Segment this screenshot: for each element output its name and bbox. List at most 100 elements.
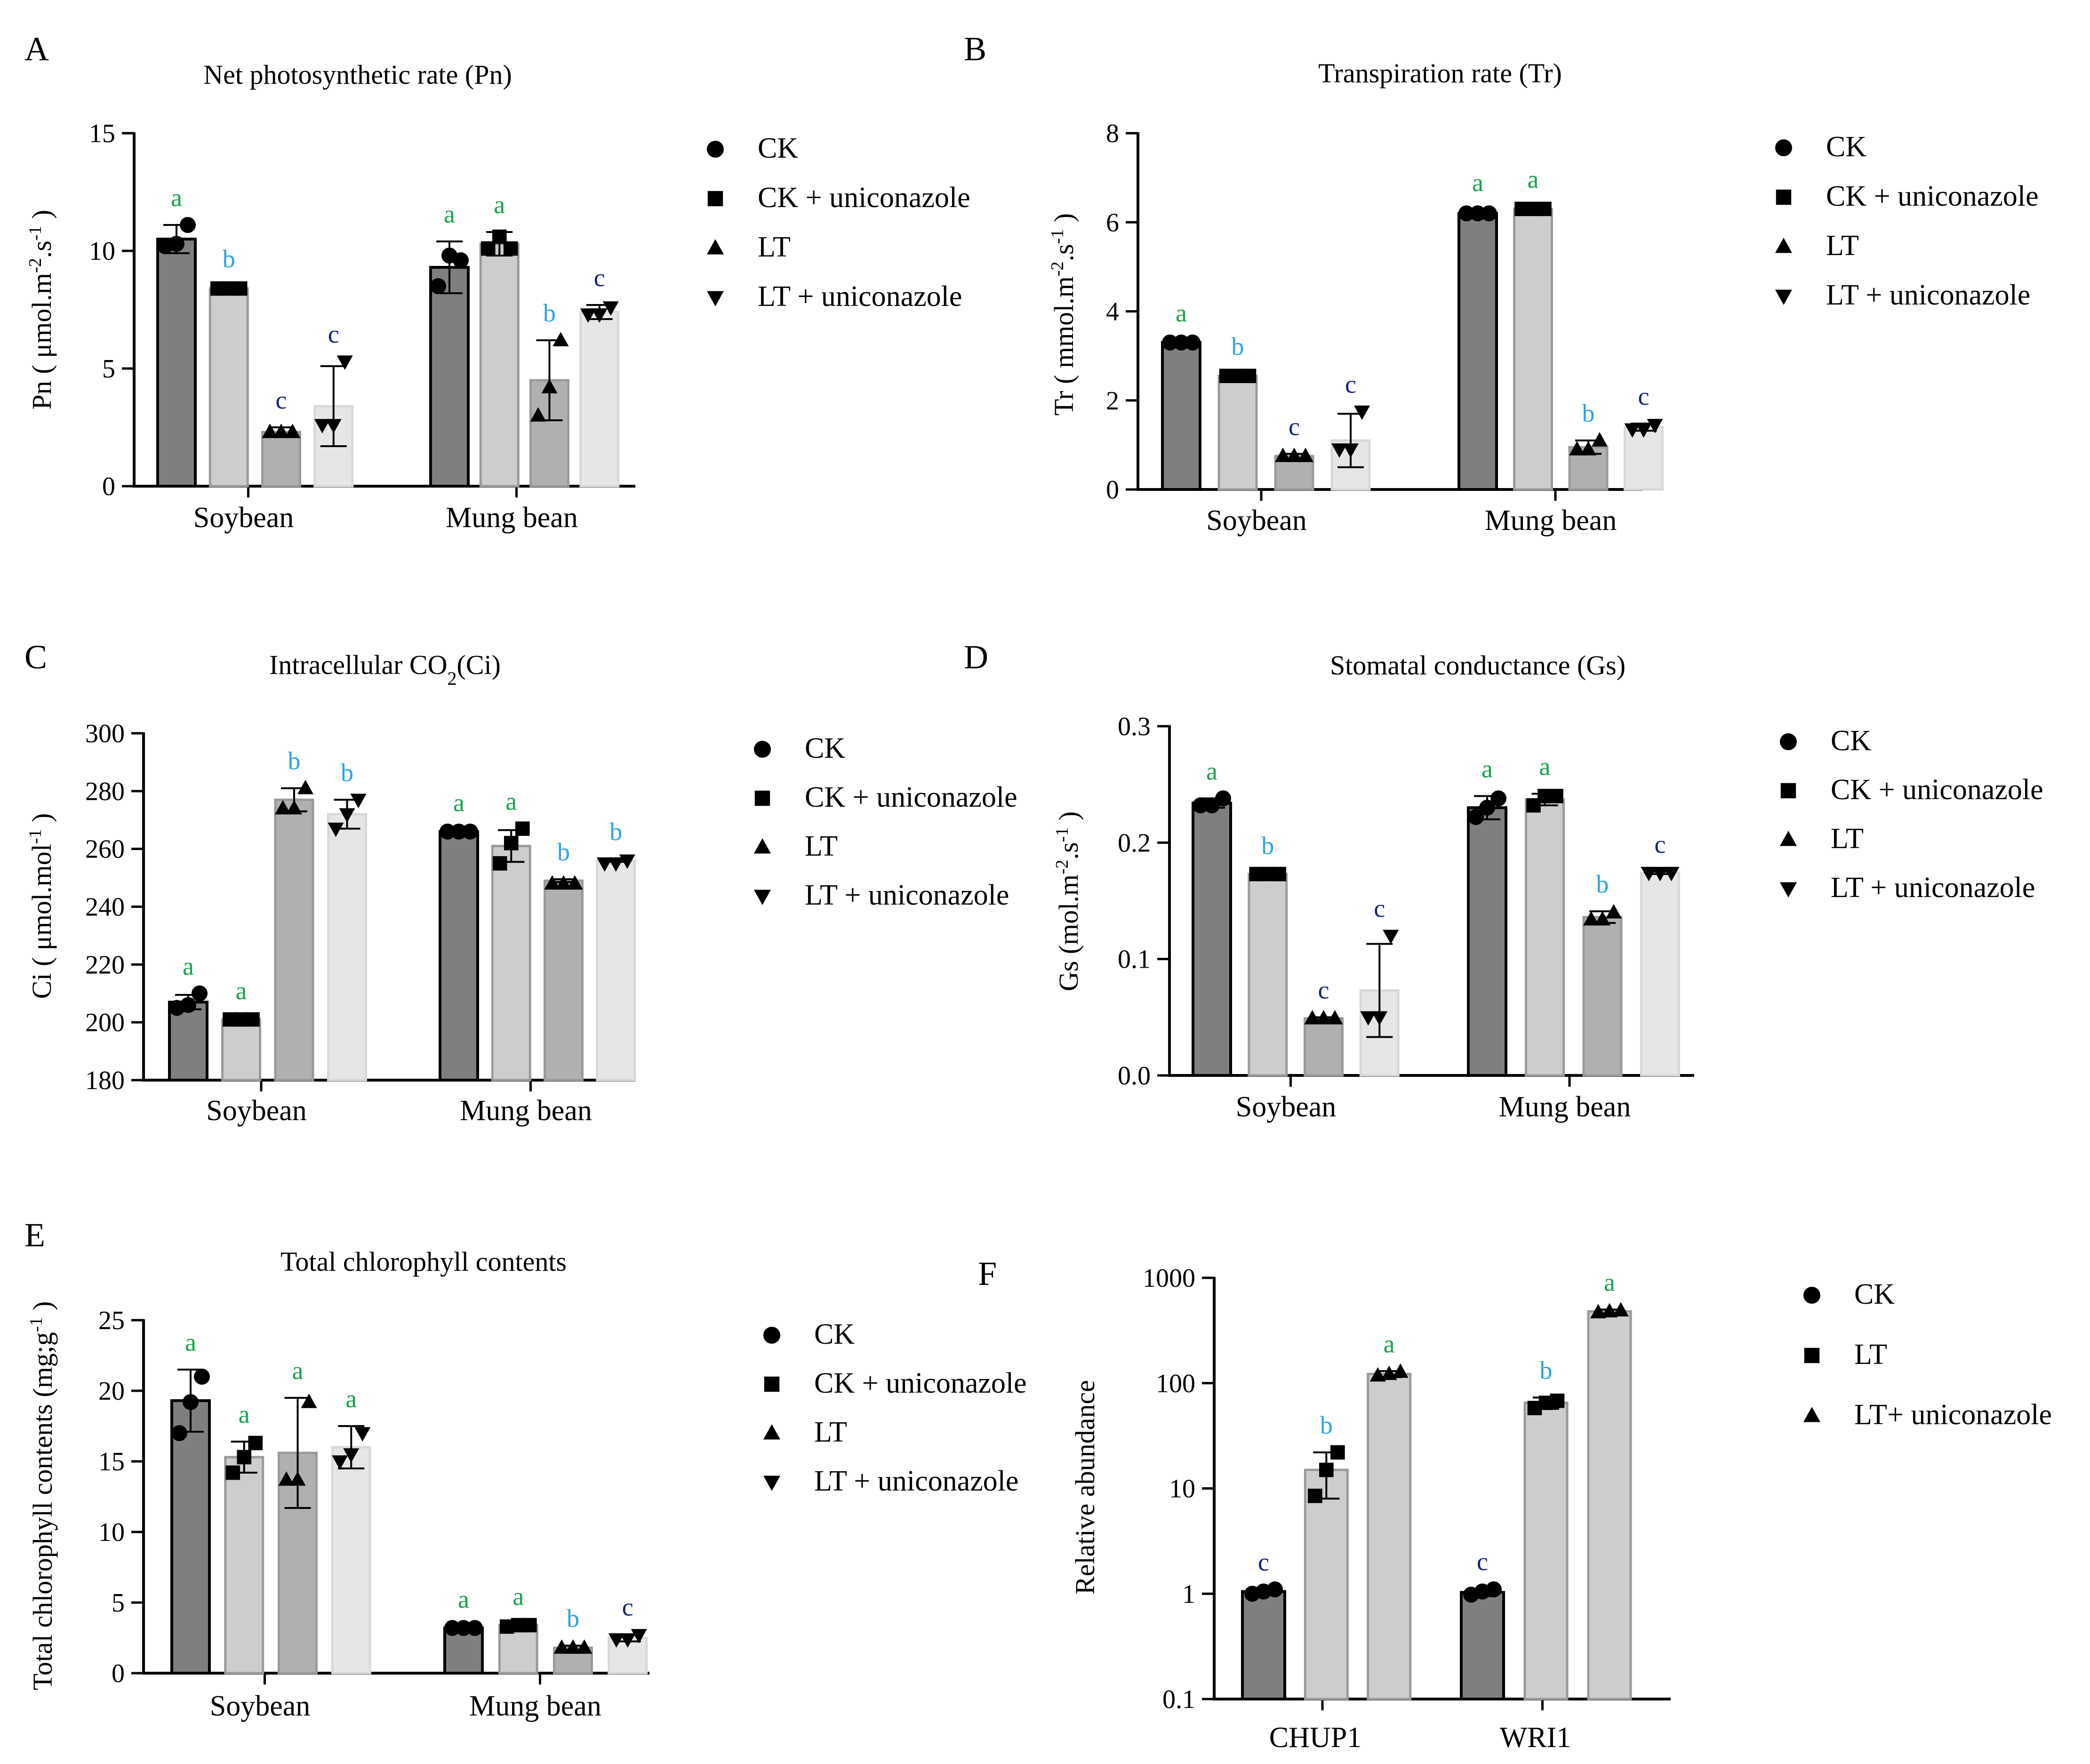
data-point [453, 252, 469, 268]
panel-label: B [964, 30, 986, 68]
significance-letter: c [1318, 976, 1329, 1004]
bar [1461, 1592, 1504, 1699]
legend-label: LT + uniconazole [805, 879, 1009, 911]
data-point [467, 1620, 483, 1636]
data-point [1308, 1489, 1322, 1503]
x-category-label: Mung bean [1485, 505, 1617, 537]
significance-letter: a [1481, 754, 1493, 783]
significance-letter: a [1528, 165, 1539, 193]
bar [1459, 213, 1497, 489]
significance-letter: a [171, 184, 182, 212]
legend-label: LT [1831, 823, 1864, 855]
data-point [1490, 790, 1506, 806]
significance-letter: b [609, 818, 622, 846]
bar [1368, 1374, 1410, 1699]
significance-letter: c [1374, 894, 1385, 922]
y-tick-label: 15 [89, 119, 115, 148]
legend-marker [763, 1327, 780, 1344]
significance-letter: a [444, 200, 455, 228]
y-axis-label-superscript: -2 [1048, 261, 1067, 276]
bar [1525, 1403, 1567, 1699]
data-point [430, 278, 446, 294]
data-point [248, 1436, 263, 1451]
bar [275, 800, 313, 1080]
y-tick-label: 300 [85, 719, 125, 748]
chart-title: Transpiration rate (Tr) [1318, 58, 1562, 88]
legend-label: CK + uniconazole [758, 182, 970, 214]
significance-letter: c [594, 264, 605, 292]
chart-title-part: (Ci) [457, 649, 501, 680]
significance-letter: b [1320, 1411, 1333, 1439]
data-point [1330, 1445, 1345, 1460]
bar [440, 832, 478, 1080]
y-tick-label: 8 [1106, 119, 1119, 148]
data-point [462, 824, 478, 840]
data-point [171, 1425, 187, 1441]
y-axis-label-part: Gs (mol.m [1053, 874, 1084, 991]
significance-letter: c [1258, 1548, 1269, 1576]
y-tick-label: 4 [1106, 297, 1119, 327]
data-point [192, 986, 208, 1002]
y-axis-label-part: ) [27, 1301, 58, 1317]
legend-label: LT+ uniconazole [1854, 1399, 2052, 1431]
legend-label: CK + uniconazole [1826, 180, 2039, 212]
legend-marker [1780, 733, 1797, 750]
x-category-label: Mung bean [469, 1690, 601, 1722]
panel-label: C [24, 638, 47, 676]
legend-label: LT [814, 1416, 847, 1448]
x-category-label: Soybean [206, 1095, 307, 1127]
x-category-label: Mung bean [446, 502, 578, 534]
panel-label: E [24, 1216, 45, 1254]
bar [545, 881, 583, 1080]
significance-letter: a [1176, 299, 1187, 327]
data-point [1550, 1394, 1565, 1408]
significance-letter: b [543, 299, 556, 327]
y-tick-label: 240 [85, 893, 125, 922]
legend-label: LT + uniconazole [814, 1465, 1018, 1497]
y-tick-label: 2 [1106, 386, 1119, 416]
y-axis-label-part: ) [1049, 213, 1079, 229]
significance-letter: c [1345, 370, 1356, 398]
legend-label: LT + uniconazole [1826, 279, 2030, 311]
legend-label: CK + uniconazole [805, 781, 1017, 813]
y-tick-label: 5 [112, 1588, 125, 1618]
legend-label: LT [758, 231, 791, 263]
legend-label: LT + uniconazole [758, 281, 962, 313]
significance-letter: c [328, 320, 339, 348]
y-tick-label: 1000 [1143, 1264, 1195, 1293]
y-tick-label: 0.1 [1162, 1685, 1195, 1714]
significance-letter: c [1655, 830, 1666, 858]
significance-letter: c [1638, 382, 1650, 410]
y-tick-label: 0 [1106, 475, 1119, 505]
data-point [1486, 1581, 1502, 1597]
data-point [1267, 1581, 1283, 1597]
bar [581, 312, 618, 486]
legend-marker [1781, 783, 1796, 798]
data-point [183, 1394, 199, 1410]
significance-letter: a [183, 952, 194, 980]
bar [1242, 1592, 1285, 1699]
x-category-label: Mung bean [460, 1095, 592, 1127]
legend-marker [707, 141, 724, 158]
bar [1193, 803, 1231, 1075]
y-tick-label: 0.2 [1118, 828, 1151, 858]
y-tick-label: 280 [85, 777, 125, 806]
data-point [1185, 335, 1201, 351]
y-axis-label-superscript: -1 [1052, 827, 1072, 842]
y-axis-label-part: ) [1053, 811, 1084, 827]
y-tick-label: 25 [98, 1306, 125, 1335]
data-point [1549, 789, 1563, 803]
bar [1588, 1311, 1631, 1699]
bar [328, 814, 366, 1080]
significance-letter: b [1582, 399, 1595, 427]
bar [332, 1447, 370, 1673]
significance-letter: a [292, 1356, 304, 1385]
bar [158, 239, 195, 486]
significance-letter: b [1232, 332, 1244, 361]
y-tick-label: 0.3 [1118, 712, 1151, 741]
y-tick-label: 0.0 [1118, 1061, 1151, 1090]
significance-letter: a [494, 191, 505, 219]
data-point [493, 856, 507, 871]
bar [1468, 808, 1506, 1075]
y-axis-label-part: Total chlorophyll contents (mg;g [27, 1332, 58, 1690]
